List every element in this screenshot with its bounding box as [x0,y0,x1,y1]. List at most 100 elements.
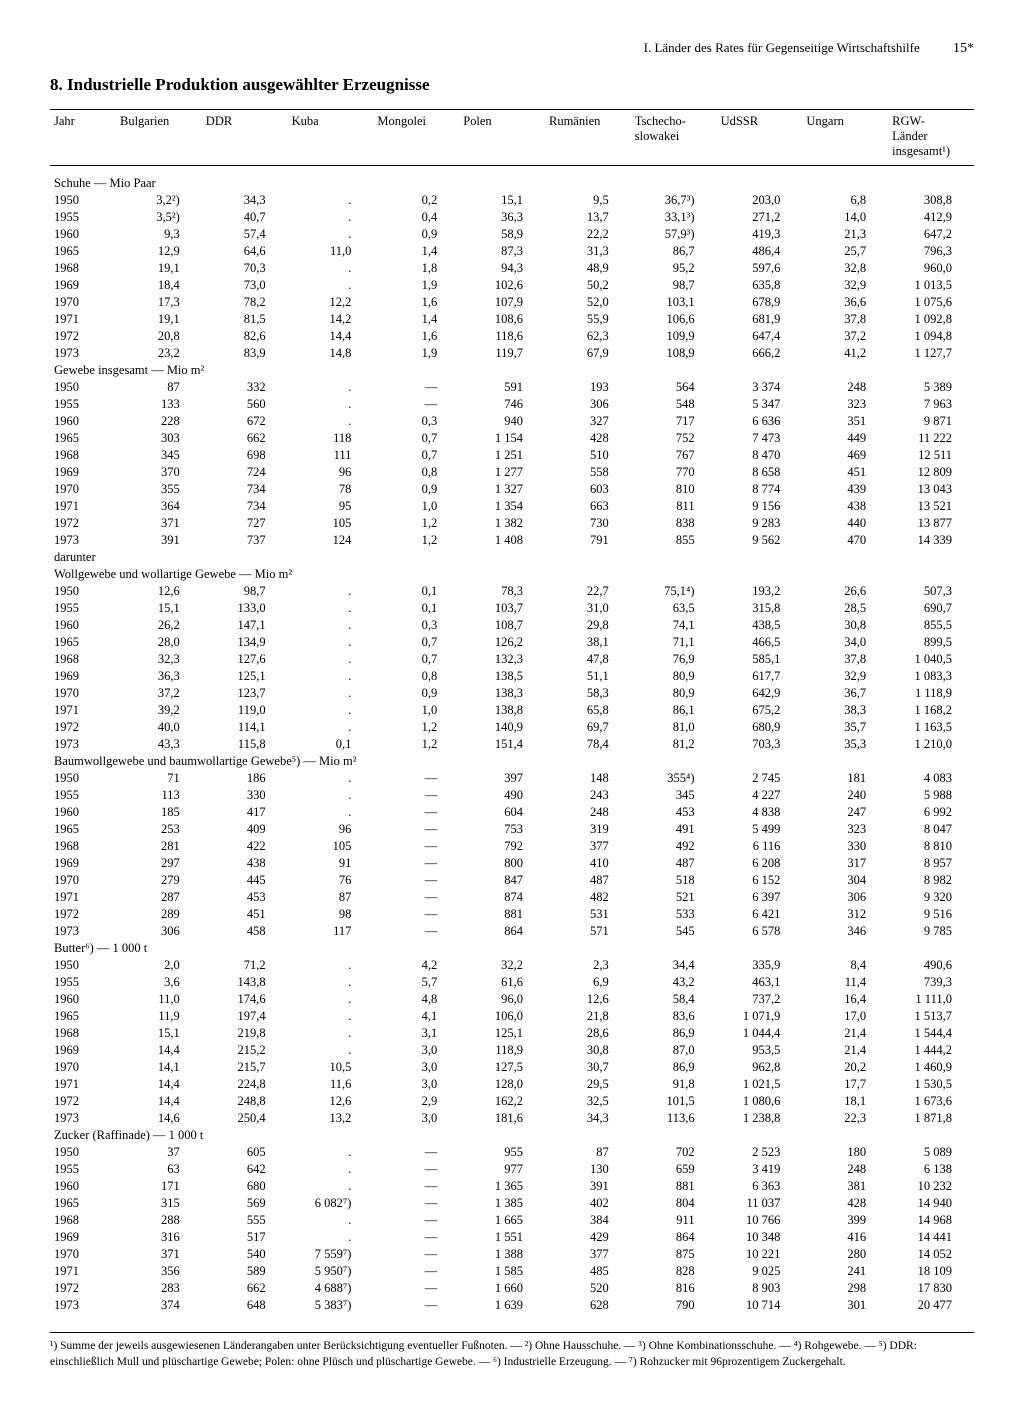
value-cell: 114,1 [202,719,288,736]
value-cell: 18,1 [802,1093,888,1110]
value-cell: 32,8 [802,260,888,277]
value-cell: . [288,991,374,1008]
value-cell: . [288,209,374,226]
value-cell: 81,5 [202,311,288,328]
value-cell: 14,4 [116,1076,202,1093]
table-row: 19683456981110,71 2515107678 47046912 51… [50,447,974,464]
value-cell: 317 [802,855,888,872]
value-cell: 67,9 [545,345,631,362]
value-cell: 37 [116,1144,202,1161]
value-cell: 138,3 [459,685,545,702]
value-cell: — [373,872,459,889]
value-cell: 118 [288,430,374,447]
value-cell: 12,6 [545,991,631,1008]
table-row: 197114,4224,811,63,0128,029,591,81 021,5… [50,1076,974,1093]
year-cell: 1973 [50,1110,116,1127]
value-cell: — [373,1297,459,1314]
value-cell: 6 363 [717,1178,803,1195]
value-cell: 118,6 [459,328,545,345]
value-cell: . [288,260,374,277]
value-cell: 86,7 [631,243,717,260]
value-cell: 0,7 [373,430,459,447]
value-cell: 371 [116,515,202,532]
value-cell: 428 [545,430,631,447]
value-cell: 1,9 [373,277,459,294]
year-cell: 1968 [50,651,116,668]
value-cell: 330 [202,787,288,804]
value-cell: . [288,277,374,294]
value-cell: 73,0 [202,277,288,294]
value-cell: 34,3 [202,192,288,209]
column-header: RGW-Länderinsgesamt¹) [888,110,974,166]
value-cell: 698 [202,447,288,464]
value-cell: 416 [802,1229,888,1246]
value-cell: 17,7 [802,1076,888,1093]
year-cell: 1960 [50,804,116,821]
value-cell: 13,7 [545,209,631,226]
value-cell: 240 [802,787,888,804]
value-cell: 855 [631,532,717,549]
page-number: 15* [953,41,974,57]
value-cell: 977 [459,1161,545,1178]
value-cell: 70,3 [202,260,288,277]
value-cell: 1 585 [459,1263,545,1280]
value-cell: 911 [631,1212,717,1229]
value-cell: 138,5 [459,668,545,685]
table-row: 19553,5²)40,7.0,436,313,733,1³)271,214,0… [50,209,974,226]
value-cell: 804 [631,1195,717,1212]
value-cell: 2 523 [717,1144,803,1161]
value-cell: 792 [459,838,545,855]
value-cell: 8 957 [888,855,974,872]
value-cell: 306 [116,923,202,940]
table-row: 195071186.—397148355⁴)2 7451814 083 [50,770,974,787]
year-cell: 1973 [50,1297,116,1314]
value-cell: 123,7 [202,685,288,702]
value-cell: 3,5²) [116,209,202,226]
value-cell: 9,5 [545,192,631,209]
value-cell: 40,7 [202,209,288,226]
value-cell: . [288,1144,374,1161]
column-header: Rumänien [545,110,631,166]
value-cell: 312 [802,906,888,923]
value-cell: 0,9 [373,685,459,702]
table-row: 19733917371241,21 4087918559 56247014 33… [50,532,974,549]
value-cell: 439 [802,481,888,498]
year-cell: 1969 [50,855,116,872]
value-cell: 37,8 [802,651,888,668]
value-cell: 5 089 [888,1144,974,1161]
value-cell: 76,9 [631,651,717,668]
value-cell: 847 [459,872,545,889]
year-cell: 1969 [50,668,116,685]
table-row: 197119,181,514,21,4108,655,9106,6681,937… [50,311,974,328]
column-header: Kuba [288,110,374,166]
value-cell: 351 [802,413,888,430]
value-cell: 355 [116,481,202,498]
year-cell: 1968 [50,1025,116,1042]
value-cell: 1 513,7 [888,1008,974,1025]
year-cell: 1970 [50,1246,116,1263]
value-cell: 1 092,8 [888,311,974,328]
value-cell: 659 [631,1161,717,1178]
value-cell: 564 [631,379,717,396]
year-cell: 1960 [50,991,116,1008]
column-header: Mongolei [373,110,459,166]
year-cell: 1960 [50,617,116,634]
value-cell: 9 785 [888,923,974,940]
year-cell: 1973 [50,736,116,753]
value-cell: 38,1 [545,634,631,651]
value-cell: 1 871,8 [888,1110,974,1127]
value-cell: 6 992 [888,804,974,821]
value-cell: 34,0 [802,634,888,651]
value-cell: 734 [202,481,288,498]
value-cell: 767 [631,447,717,464]
value-cell: 417 [202,804,288,821]
value-cell: 130 [545,1161,631,1178]
value-cell: . [288,379,374,396]
value-cell: 98,7 [202,583,288,600]
table-row: 196026,2147,1.0,3108,729,874,1438,530,88… [50,617,974,634]
year-cell: 1972 [50,1280,116,1297]
value-cell: 247 [802,804,888,821]
value-cell: 19,1 [116,260,202,277]
table-row: 196914,4215,2.3,0118,930,887,0953,521,41… [50,1042,974,1059]
year-cell: 1970 [50,872,116,889]
